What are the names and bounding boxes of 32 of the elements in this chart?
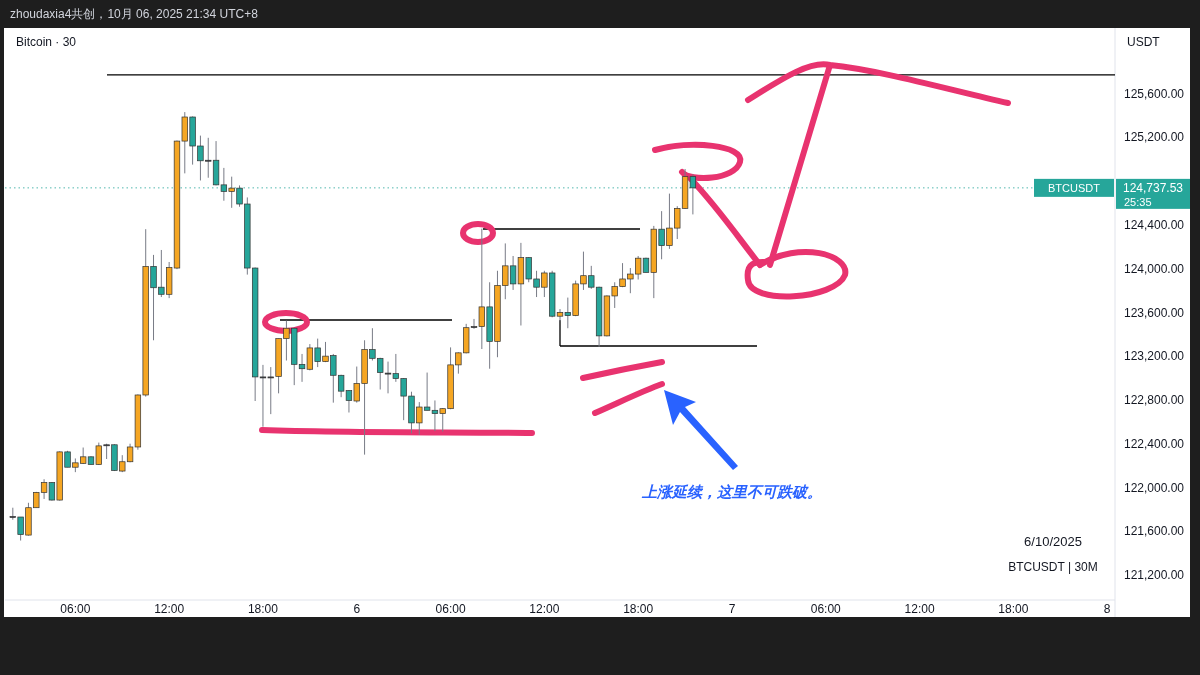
x-tick-label: 6 [353, 602, 361, 617]
x-tick-label: 18:00 [623, 602, 654, 617]
y-tick-label: 122,800.00 [1123, 393, 1185, 408]
x-tick-label: 06:00 [60, 602, 91, 617]
y-tick-label: 124,400.00 [1123, 218, 1185, 233]
chart-title: Bitcoin · 30 [16, 35, 77, 49]
annotation: 6/10/2025 [1024, 534, 1082, 549]
x-tick-label: 12:00 [154, 602, 185, 617]
text: 124,737.53 [1122, 181, 1184, 196]
chart-subtitle: zhoudaxia4共创，10月 06, 2025 21:34 UTC+8 [10, 7, 259, 21]
y-tick-label: 123,200.00 [1123, 349, 1185, 364]
annotation: 上涨延续，这里不可跌破。 [641, 483, 822, 500]
y-axis-title: USDT [1127, 35, 1161, 49]
x-tick-label: 18:00 [247, 602, 279, 617]
x-tick-label: 12:00 [904, 602, 935, 617]
y-tick-label: 125,200.00 [1123, 130, 1185, 145]
y-tick-label: 121,200.00 [1123, 568, 1185, 583]
x-tick-label: 06:00 [810, 602, 842, 617]
text: 25:35 [1124, 195, 1152, 208]
x-tick-label: 06:00 [435, 602, 466, 617]
y-tick-label: 121,600.00 [1123, 524, 1185, 539]
y-tick-label: 123,600.00 [1123, 305, 1185, 320]
ref-line-label: BTCUSDT [1048, 181, 1101, 194]
annotation: BTCUSDT | 30M [1008, 560, 1098, 574]
x-tick-label: 12:00 [529, 602, 560, 617]
y-tick-label: 122,400.00 [1123, 436, 1185, 451]
y-tick-label: 124,000.00 [1123, 261, 1185, 276]
x-tick-label: 8 [1103, 602, 1111, 617]
y-tick-label: 122,000.00 [1123, 480, 1185, 495]
x-tick-label: 7 [728, 602, 736, 617]
y-tick-label: 125,600.00 [1123, 86, 1185, 101]
x-tick-label: 18:00 [998, 602, 1029, 617]
